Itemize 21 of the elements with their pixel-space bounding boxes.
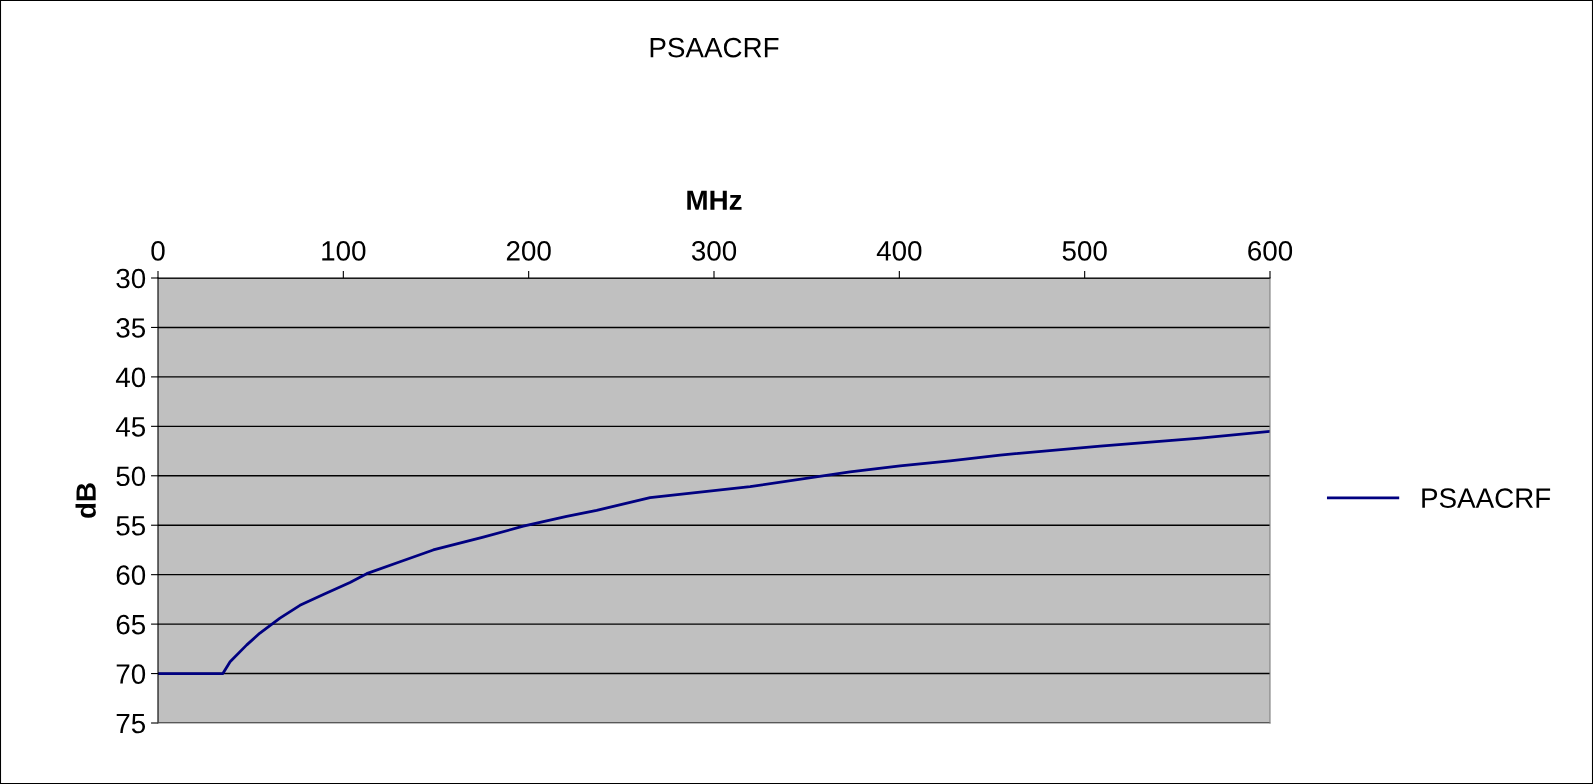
y-axis-title: dB [75, 483, 96, 518]
x-tick-label: 500 [1062, 241, 1107, 261]
y-tick-label: 60 [116, 565, 146, 586]
y-tick-label: 70 [116, 664, 146, 684]
y-tick-label: 50 [116, 466, 146, 487]
y-tick-label: 30 [116, 268, 146, 289]
y-tick-label: 65 [116, 614, 146, 635]
y-tick-label: 35 [116, 318, 146, 338]
x-tick-label: 0 [151, 241, 165, 261]
y-tick-label: 40 [115, 367, 146, 388]
chart-title: PSAACRF [650, 37, 779, 58]
y-tick-label: 45 [115, 417, 146, 437]
y-tick-label: 55 [116, 516, 146, 536]
x-tick-label: 400 [876, 241, 922, 261]
x-axis-title: MHz [687, 190, 742, 210]
x-tick-label: 200 [506, 241, 551, 261]
x-tick-label: 100 [322, 241, 366, 261]
y-tick-label: 75 [116, 713, 146, 734]
legend-label: PSAACRF [1422, 488, 1551, 508]
x-tick-label: 300 [691, 241, 737, 261]
x-tick-label: 600 [1248, 241, 1293, 261]
